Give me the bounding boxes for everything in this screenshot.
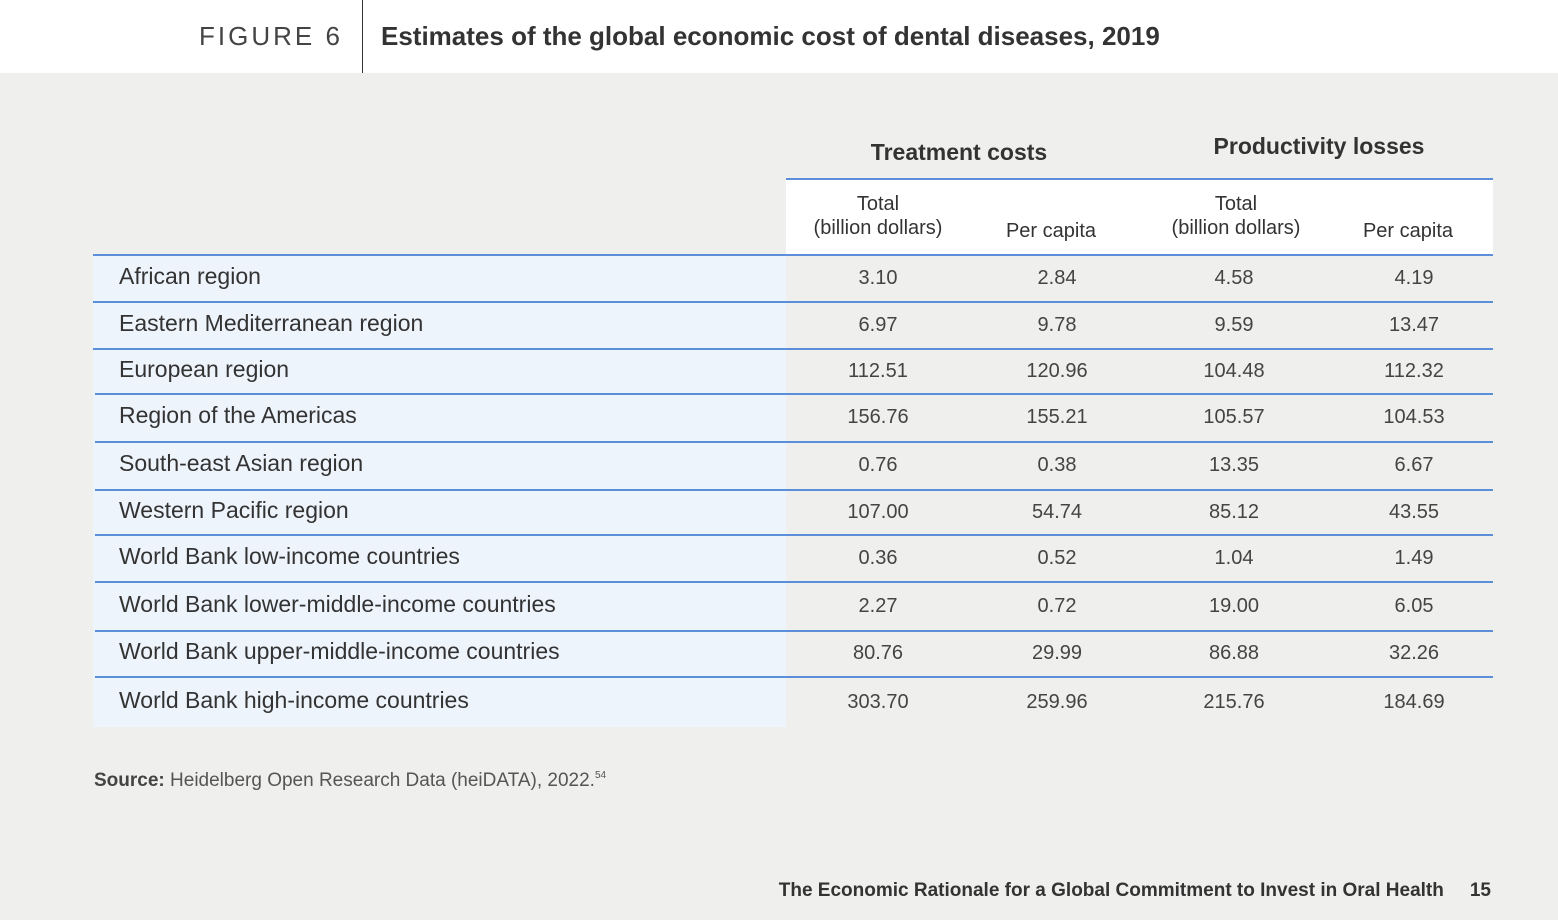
row-label: World Bank high-income countries — [119, 686, 469, 713]
row-divider — [95, 630, 1493, 632]
row-label: World Bank low-income countries — [119, 542, 460, 569]
row-label: Eastern Mediterranean region — [119, 309, 424, 336]
row-label: Region of the Americas — [119, 402, 357, 428]
table-cell: 215.76 — [1203, 690, 1265, 713]
table-cell: 13.35 — [1208, 454, 1260, 476]
group-header-treatment-costs: Treatment costs — [870, 139, 1048, 165]
table-cell: 259.96 — [1026, 690, 1088, 713]
table-cell: 105.57 — [1203, 406, 1265, 428]
row-label: World Bank upper-middle-income countries — [119, 638, 560, 664]
table-cell: 9.59 — [1214, 313, 1254, 336]
header-top-rule — [786, 178, 1493, 180]
column-header-band — [786, 179, 1493, 254]
table-cell: 2.27 — [858, 594, 898, 617]
table-cell: 4.19 — [1394, 266, 1434, 289]
row-label: South-east Asian region — [119, 450, 364, 476]
table-cell: 0.76 — [858, 454, 898, 476]
source-note: Source: Heidelberg Open Research Data (h… — [94, 770, 606, 792]
table-cell: 80.76 — [852, 642, 904, 664]
table-cell: 32.26 — [1388, 642, 1440, 664]
source-label: Source: — [94, 770, 165, 791]
footer-title: The Economic Rationale for a Global Comm… — [778, 880, 1444, 901]
table-cell: 1.04 — [1214, 546, 1254, 569]
table-cell: 4.58 — [1214, 266, 1254, 289]
row-label: Western Pacific region — [119, 496, 349, 523]
figure-header: FIGURE 6 Estimates of the global economi… — [0, 0, 1558, 73]
table-cell: 112.51 — [848, 359, 908, 382]
table-cell: 13.47 — [1388, 313, 1440, 336]
table-cell: 0.38 — [1037, 454, 1077, 476]
table-cell: 29.99 — [1031, 642, 1083, 664]
table-cell: 0.72 — [1037, 594, 1077, 617]
table-cell: 19.00 — [1208, 594, 1260, 617]
row-divider — [95, 393, 1493, 395]
column-header-productivity-total: Total (billion dollars) — [1171, 193, 1301, 239]
row-divider — [95, 534, 1493, 536]
table-cell: 184.69 — [1383, 690, 1445, 713]
table-cell: 104.53 — [1383, 406, 1445, 428]
source-text: Heidelberg Open Research Data (heiDATA),… — [170, 770, 595, 791]
column-header-productivity-per-capita: Per capita — [1362, 220, 1454, 242]
table-cell: 1.49 — [1394, 546, 1434, 569]
row-divider — [95, 489, 1493, 491]
row-label: African region — [119, 262, 261, 289]
table-cell: 0.52 — [1037, 546, 1077, 569]
row-label: World Bank lower-middle-income countries — [119, 590, 556, 617]
figure-label: FIGURE 6 — [199, 21, 343, 51]
table-cell: 2.84 — [1037, 266, 1077, 289]
table-cell: 6.67 — [1394, 454, 1434, 476]
page-number: 15 — [1469, 880, 1491, 901]
table-cell: 303.70 — [847, 690, 909, 713]
row-divider — [95, 676, 1493, 678]
header-divider — [362, 0, 363, 73]
row-divider — [95, 581, 1493, 583]
row-divider — [93, 348, 1493, 350]
table-cell: 9.78 — [1037, 313, 1077, 336]
table-cell: 104.48 — [1203, 359, 1265, 382]
table-cell: 54.74 — [1031, 500, 1083, 523]
table-cell: 43.55 — [1388, 500, 1440, 523]
row-divider — [95, 441, 1493, 443]
table-cell: 3.10 — [858, 266, 898, 289]
figure-title: Estimates of the global economic cost of… — [381, 21, 1160, 51]
column-header-treatment-per-capita: Per capita — [1005, 220, 1097, 242]
source-reference: 54 — [594, 770, 607, 781]
table-cell: 85.12 — [1208, 500, 1260, 523]
table-cell: 112.32 — [1384, 359, 1444, 382]
row-label: European region — [119, 355, 290, 382]
table-cell: 6.97 — [858, 313, 898, 336]
group-header-productivity-losses: Productivity losses — [1213, 133, 1425, 159]
table-cell: 155.21 — [1026, 406, 1088, 428]
row-divider — [93, 301, 1493, 303]
table-cell: 107.00 — [847, 500, 909, 523]
row-label-band — [93, 254, 786, 727]
row-divider — [93, 254, 1493, 256]
page-footer: The Economic Rationale for a Global Comm… — [779, 880, 1491, 902]
table-cell: 120.96 — [1026, 359, 1088, 382]
column-header-treatment-total: Total (billion dollars) — [813, 193, 943, 239]
table-cell: 86.88 — [1208, 642, 1260, 664]
table-cell: 0.36 — [858, 546, 898, 569]
table-cell: 6.05 — [1394, 594, 1434, 617]
table-cell: 156.76 — [847, 406, 909, 428]
